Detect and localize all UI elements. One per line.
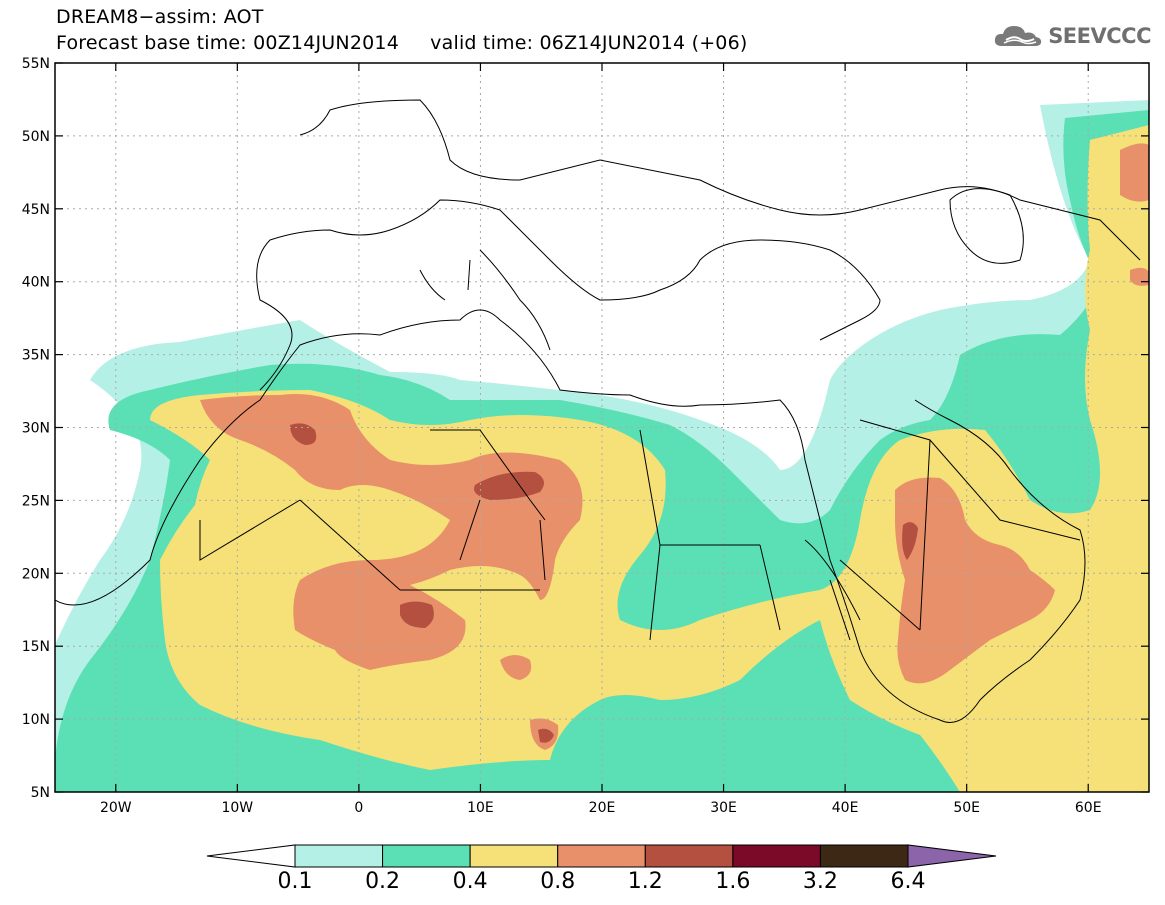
lon-tick-label: 0: [354, 800, 363, 816]
colorbar-label: 0.1: [277, 869, 313, 894]
colorbar-segment: [819, 844, 909, 868]
lon-tick-label: 40E: [832, 800, 859, 816]
lat-tick-label: 45N: [22, 202, 50, 218]
cloud-icon: [995, 26, 1042, 46]
graticule: [55, 63, 1149, 792]
lon-tick-label: 30E: [710, 800, 737, 816]
colorbar-label: 0.4: [452, 869, 488, 894]
seevccc-logo: SEEVCCC: [992, 22, 1151, 50]
latitude-labels: 55N 50N 45N 40N 35N 30N 25N 20N 15N 10N 5N: [22, 56, 50, 801]
lon-tick-label: 50E: [953, 800, 980, 816]
longitude-labels: 20W 10W 0 10E 20E 30E 40E 50E 60E: [100, 800, 1102, 816]
colorbar-label: 1.2: [627, 869, 663, 894]
colorbar-segment: [294, 844, 384, 868]
colorbar-under-arrow: [206, 844, 296, 868]
axis-ticks: [55, 62, 1149, 793]
lat-tick-label: 15N: [22, 639, 50, 655]
colorbar-segment: [469, 844, 559, 868]
aot-band-0.8-1.2-arabia: [895, 477, 1055, 684]
map-title: DREAM8−assim: AOT: [56, 6, 264, 28]
colorbar-over-arrow: [907, 844, 997, 868]
colorbar-segment: [557, 844, 646, 868]
lon-tick-label: 10W: [221, 800, 253, 816]
lat-tick-label: 35N: [22, 348, 50, 364]
coastlines: [55, 99, 1141, 723]
colorbar-segment: [732, 844, 821, 868]
lon-tick-label: 20E: [589, 800, 616, 816]
aot-field: [55, 100, 1149, 792]
colorbar-label: 3.2: [802, 869, 838, 894]
aot-band-0.8-1.2: [200, 394, 583, 670]
map-subtitle: Forecast base time: 00Z14JUN2014 valid t…: [56, 32, 748, 54]
lat-tick-label: 30N: [22, 421, 50, 437]
colorbar-segment: [644, 844, 734, 868]
lat-tick-label: 10N: [22, 712, 50, 728]
colorbar: [206, 844, 997, 868]
lat-tick-label: 5N: [31, 785, 50, 801]
lat-tick-label: 25N: [22, 493, 50, 509]
lon-tick-label: 10E: [467, 800, 494, 816]
logo-text: SEEVCCC: [1048, 24, 1151, 48]
lat-tick-label: 50N: [22, 129, 50, 145]
lon-tick-label: 60E: [1075, 800, 1102, 816]
colorbar-label: 6.4: [890, 869, 926, 894]
colorbar-label: 0.8: [540, 869, 576, 894]
colorbar-segment: [382, 844, 471, 868]
lat-tick-label: 20N: [22, 566, 50, 582]
lat-tick-label: 40N: [22, 275, 50, 291]
lon-tick-label: 20W: [100, 800, 132, 816]
lat-tick-label: 55N: [22, 56, 50, 72]
colorbar-label: 1.6: [715, 869, 751, 894]
colorbar-label: 0.2: [365, 869, 401, 894]
